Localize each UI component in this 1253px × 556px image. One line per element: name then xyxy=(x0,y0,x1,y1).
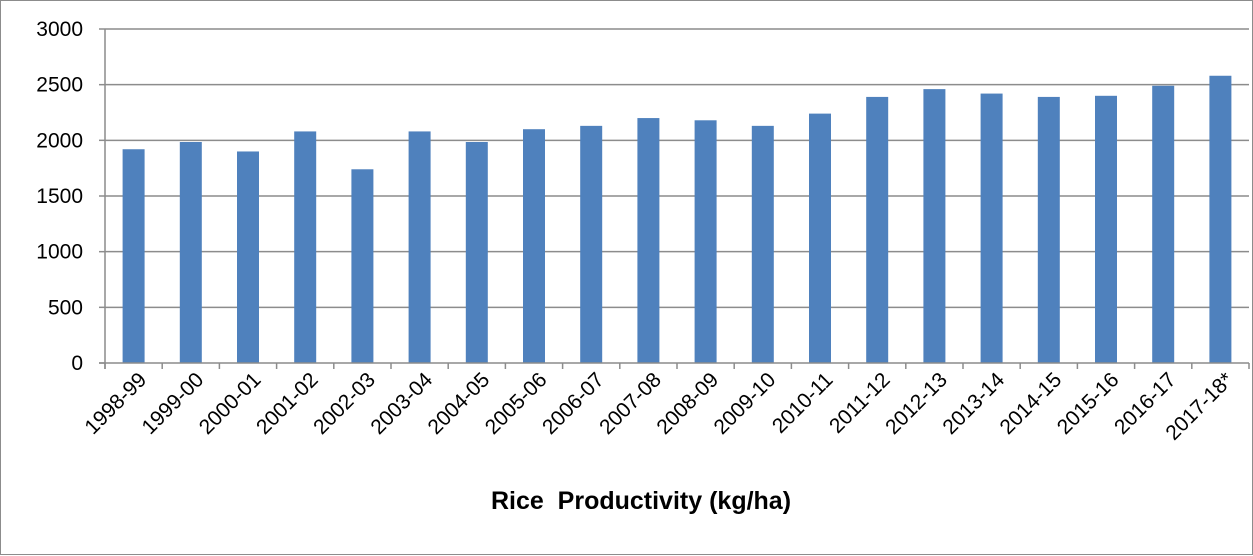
y-tick-label: 3000 xyxy=(36,18,83,41)
y-tick-label: 2000 xyxy=(36,129,83,152)
bar-2011-12 xyxy=(866,96,889,363)
x-tick-label: 2012-13 xyxy=(881,368,952,439)
x-tick-label: 2008-09 xyxy=(652,368,723,439)
x-tick-label: 2001-02 xyxy=(252,368,323,439)
bar-1998-99 xyxy=(122,149,145,363)
bars xyxy=(122,75,1232,364)
y-axis-tick-labels: 0 500 1000 1500 2000 2500 3000 xyxy=(36,18,83,375)
bar-2013-14 xyxy=(980,93,1003,363)
bar-2002-03 xyxy=(351,169,374,363)
bar-2000-01 xyxy=(237,151,259,363)
bar-2005-06 xyxy=(523,129,545,363)
y-tick-label: 1000 xyxy=(36,241,83,264)
axes xyxy=(99,28,1250,369)
x-tick-label: 2011-12 xyxy=(825,368,895,438)
bar-2017-18* xyxy=(1209,75,1232,363)
x-tick-label: 1999-00 xyxy=(138,368,209,439)
x-tick-label: 2014-15 xyxy=(996,368,1067,439)
x-axis-tick-labels: 1998-991999-002000-012001-022002-032003-… xyxy=(80,368,1238,445)
bar-2009-10 xyxy=(751,125,774,363)
bar-1999-00 xyxy=(179,142,202,363)
bar-2006-07 xyxy=(580,125,603,363)
x-tick-label: 2013-14 xyxy=(938,368,1009,439)
y-tick-label: 1500 xyxy=(36,185,83,208)
x-tick-label: 2005-06 xyxy=(481,368,552,439)
x-tick-label: 2000-01 xyxy=(195,368,266,439)
x-tick-label: 2003-04 xyxy=(366,368,437,439)
bar-2012-13 xyxy=(923,89,946,364)
bar-2015-16 xyxy=(1095,95,1117,364)
bar-2004-05 xyxy=(465,142,488,363)
bar-2003-04 xyxy=(408,131,431,363)
bar-2016-17 xyxy=(1152,85,1175,363)
x-tick-label: 2006-07 xyxy=(538,368,609,439)
x-tick-label: 2009-10 xyxy=(710,368,781,439)
bar-2007-08 xyxy=(637,118,660,363)
x-axis-label: Rice Productivity (kg/ha) xyxy=(491,487,791,515)
bar-2008-09 xyxy=(694,120,717,363)
y-tick-label: 500 xyxy=(48,296,83,319)
gridlines xyxy=(105,28,1249,309)
x-tick-label: 2004-05 xyxy=(424,368,495,439)
x-tick-label: 1998-99 xyxy=(80,368,151,439)
bar-2010-11 xyxy=(809,113,831,363)
x-tick-label: 2007-08 xyxy=(595,368,666,439)
bar-2014-15 xyxy=(1037,96,1060,363)
x-tick-label: 2015-16 xyxy=(1053,368,1124,439)
x-tick-label: 2010-11 xyxy=(768,368,838,438)
bar-2001-02 xyxy=(294,131,317,363)
y-tick-label: 0 xyxy=(71,352,83,375)
x-tick-label: 2002-03 xyxy=(309,368,380,439)
y-tick-label: 2500 xyxy=(36,74,83,97)
